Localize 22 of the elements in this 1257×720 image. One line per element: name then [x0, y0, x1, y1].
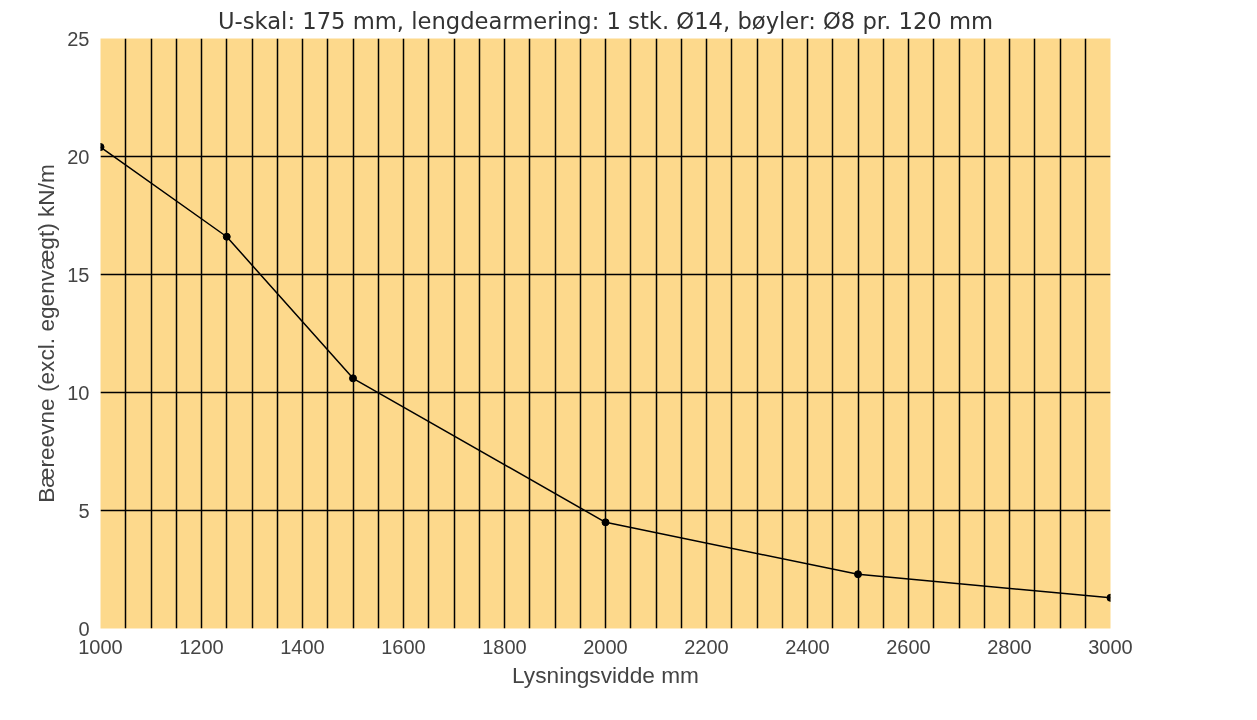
x-tick-label: 2800	[987, 635, 1032, 658]
x-tick-label: 1800	[482, 635, 527, 658]
y-tick-label: 10	[67, 381, 90, 404]
y-axis-title: Bæreevne (excl. egenvægt) kN/m	[33, 164, 60, 503]
y-tick-label: 5	[78, 499, 90, 522]
y-tick-label: 15	[67, 263, 90, 286]
point	[601, 518, 610, 527]
point	[854, 570, 862, 579]
x-tick-label: 1400	[280, 635, 325, 658]
x-tick-label: 1200	[179, 635, 224, 658]
x-tick-label: 2600	[886, 635, 931, 658]
x-tick-label: 1600	[381, 635, 426, 658]
x-tick-label: 3000	[1088, 635, 1133, 658]
x-tick-label: 2200	[684, 635, 729, 658]
point	[222, 232, 231, 241]
x-tick-label: 2400	[785, 635, 830, 658]
y-tick-label: 20	[67, 145, 90, 168]
x-axis-title: Lysningsvidde mm	[512, 661, 699, 688]
chart-title: U-skal: 175 mm, lengdearmering: 1 stk. Ø14, bøyler: Ø8 pr. 120 mm	[217, 7, 994, 34]
x-tick-label: 2000	[583, 635, 628, 658]
y-tick-label: 25	[67, 27, 90, 50]
point	[349, 374, 357, 383]
